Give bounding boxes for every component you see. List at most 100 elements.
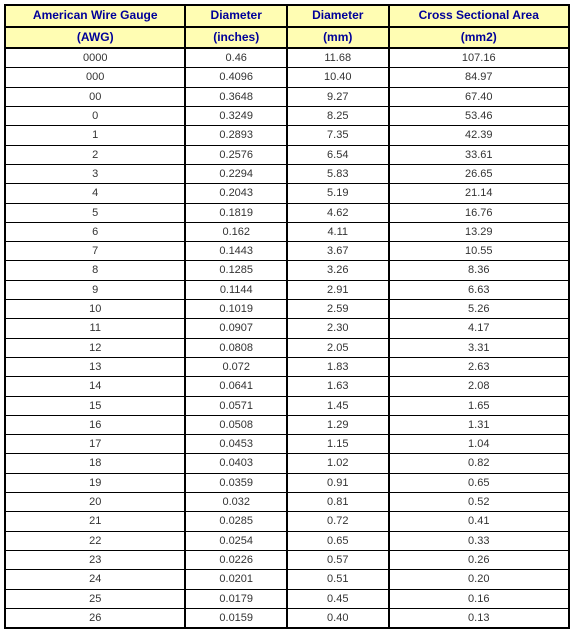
table-row: 200.0320.810.52: [5, 493, 569, 512]
table-cell: 24: [5, 570, 185, 589]
table-cell: 0.0571: [185, 396, 287, 415]
table-cell: 7.35: [287, 126, 389, 145]
table-cell: 1.65: [389, 396, 570, 415]
table-cell: 10.40: [287, 68, 389, 87]
table-cell: 4.17: [389, 319, 570, 338]
table-row: 10.28937.3542.39: [5, 126, 569, 145]
table-cell: 0.0508: [185, 415, 287, 434]
table-cell: 9: [5, 280, 185, 299]
header-awg-line1: American Wire Gauge: [5, 5, 185, 27]
table-row: 230.02260.570.26: [5, 550, 569, 569]
table-row: 70.14433.6710.55: [5, 242, 569, 261]
table-cell: 12: [5, 338, 185, 357]
table-cell: 6.54: [287, 145, 389, 164]
table-cell: 1: [5, 126, 185, 145]
table-cell: 5.83: [287, 164, 389, 183]
table-cell: 17: [5, 435, 185, 454]
table-row: 80.12853.268.36: [5, 261, 569, 280]
header-mm-line1: Diameter: [287, 5, 389, 27]
table-body: 00000.4611.68107.160000.409610.4084.9700…: [5, 48, 569, 628]
table-cell: 0.0226: [185, 550, 287, 569]
table-row: 250.01790.450.16: [5, 589, 569, 608]
header-area-line1: Cross Sectional Area: [389, 5, 570, 27]
table-cell: 5: [5, 203, 185, 222]
table-cell: 3: [5, 164, 185, 183]
table-row: 100.10192.595.26: [5, 300, 569, 319]
table-row: 60.1624.1113.29: [5, 222, 569, 241]
table-cell: 10.55: [389, 242, 570, 261]
table-row: 140.06411.632.08: [5, 377, 569, 396]
table-cell: 1.83: [287, 357, 389, 376]
table-cell: 4: [5, 184, 185, 203]
table-row: 240.02010.510.20: [5, 570, 569, 589]
header-inches-line1: Diameter: [185, 5, 287, 27]
table-cell: 11.68: [287, 48, 389, 68]
table-cell: 1.15: [287, 435, 389, 454]
table-cell: 5.26: [389, 300, 570, 319]
table-cell: 1.31: [389, 415, 570, 434]
table-cell: 0.46: [185, 48, 287, 68]
table-cell: 3.26: [287, 261, 389, 280]
table-row: 30.22945.8326.65: [5, 164, 569, 183]
table-cell: 0: [5, 107, 185, 126]
table-row: 220.02540.650.33: [5, 531, 569, 550]
table-cell: 2.05: [287, 338, 389, 357]
table-cell: 5.19: [287, 184, 389, 203]
table-cell: 3.31: [389, 338, 570, 357]
table-cell: 0.0359: [185, 473, 287, 492]
table-cell: 1.29: [287, 415, 389, 434]
table-cell: 2.30: [287, 319, 389, 338]
table-cell: 21: [5, 512, 185, 531]
table-cell: 25: [5, 589, 185, 608]
table-cell: 00: [5, 87, 185, 106]
table-cell: 0.45: [287, 589, 389, 608]
table-row: 120.08082.053.31: [5, 338, 569, 357]
table-cell: 20: [5, 493, 185, 512]
table-cell: 1.04: [389, 435, 570, 454]
awg-table-wrapper: American Wire Gauge Diameter Diameter Cr…: [4, 4, 570, 629]
table-row: 260.01590.400.13: [5, 608, 569, 628]
table-cell: 16: [5, 415, 185, 434]
table-row: 20.25766.5433.61: [5, 145, 569, 164]
table-cell: 0.032: [185, 493, 287, 512]
table-cell: 0.0453: [185, 435, 287, 454]
table-cell: 21.14: [389, 184, 570, 203]
table-cell: 0.16: [389, 589, 570, 608]
table-cell: 8.25: [287, 107, 389, 126]
table-cell: 42.39: [389, 126, 570, 145]
table-row: 110.09072.304.17: [5, 319, 569, 338]
table-cell: 0.1144: [185, 280, 287, 299]
table-cell: 33.61: [389, 145, 570, 164]
table-cell: 0.33: [389, 531, 570, 550]
table-row: 000.36489.2767.40: [5, 87, 569, 106]
table-cell: 4.62: [287, 203, 389, 222]
table-cell: 13.29: [389, 222, 570, 241]
table-cell: 0.0285: [185, 512, 287, 531]
table-cell: 19: [5, 473, 185, 492]
table-cell: 0.2043: [185, 184, 287, 203]
table-cell: 2: [5, 145, 185, 164]
table-cell: 26.65: [389, 164, 570, 183]
table-cell: 0.41: [389, 512, 570, 531]
table-row: 00000.4611.68107.16: [5, 48, 569, 68]
table-cell: 8.36: [389, 261, 570, 280]
table-cell: 84.97: [389, 68, 570, 87]
header-mm-line2: (mm): [287, 27, 389, 49]
table-row: 180.04031.020.82: [5, 454, 569, 473]
table-cell: 0.91: [287, 473, 389, 492]
table-cell: 0.2576: [185, 145, 287, 164]
table-cell: 0.072: [185, 357, 287, 376]
table-cell: 15: [5, 396, 185, 415]
table-cell: 3.67: [287, 242, 389, 261]
table-row: 00.32498.2553.46: [5, 107, 569, 126]
table-cell: 2.63: [389, 357, 570, 376]
table-cell: 000: [5, 68, 185, 87]
table-cell: 10: [5, 300, 185, 319]
table-cell: 0.1285: [185, 261, 287, 280]
table-cell: 1.63: [287, 377, 389, 396]
table-cell: 1.45: [287, 396, 389, 415]
table-cell: 0.1443: [185, 242, 287, 261]
table-cell: 0.82: [389, 454, 570, 473]
table-cell: 13: [5, 357, 185, 376]
table-cell: 0.52: [389, 493, 570, 512]
